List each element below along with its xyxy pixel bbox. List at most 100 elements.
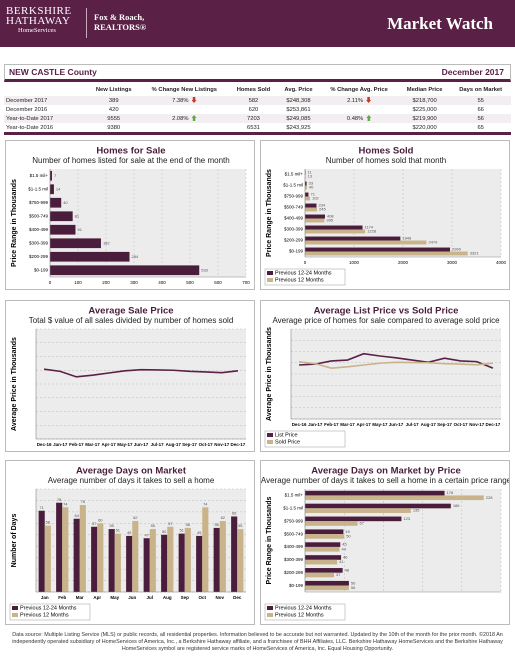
y-tick-label: $750-999 xyxy=(29,200,49,205)
value-label: 55 xyxy=(151,523,156,528)
chart-title: Average List Price vs Sold Price xyxy=(314,306,459,317)
bar xyxy=(305,247,451,252)
plot-area xyxy=(36,489,246,592)
county: NEW CASTLE County xyxy=(9,67,97,77)
bar xyxy=(305,240,427,245)
value-label: 49 xyxy=(127,530,132,535)
table-cell xyxy=(319,105,399,114)
x-tick-label: Mar xyxy=(76,595,84,600)
value-label: 56 xyxy=(351,580,356,585)
legend-swatch xyxy=(267,613,273,617)
y-tick-label: $1-1.5 mil xyxy=(283,183,303,188)
table-cell: 56 xyxy=(450,114,511,123)
y-tick-label: $750-999 xyxy=(284,518,304,523)
line-series xyxy=(299,352,494,369)
table-cell: $248,308 xyxy=(278,96,320,105)
bar xyxy=(305,218,325,223)
bar xyxy=(50,197,62,208)
legend-swatch xyxy=(267,278,273,282)
legend-label: Previous 12-24 Months xyxy=(275,271,332,277)
x-tick-label: 4000 xyxy=(496,260,507,265)
value-label: 60 xyxy=(98,517,103,522)
bar xyxy=(305,559,338,565)
value-label: 67 xyxy=(360,521,365,526)
value-label: 76 xyxy=(81,499,86,504)
chart: Average List Price vs Sold PriceAverage … xyxy=(264,306,501,448)
y-tick-label: $0-199 xyxy=(34,267,49,272)
value-label: 50 xyxy=(162,529,167,534)
bar xyxy=(56,502,63,592)
row-label: December 2016 xyxy=(6,106,48,113)
bar xyxy=(305,534,345,539)
table-cell: 65 xyxy=(450,123,511,135)
x-tick-label: Apr-17 xyxy=(102,442,117,447)
value-label: 56 xyxy=(351,585,356,590)
bar xyxy=(305,572,335,578)
cell-text: 9380 xyxy=(107,124,121,131)
x-tick-label: Nov-17 xyxy=(469,422,485,427)
value-label: 56 xyxy=(186,522,191,527)
value-label: 1946 xyxy=(402,236,412,241)
cell-text: 420 xyxy=(108,106,119,113)
value-label: 182 xyxy=(103,240,110,245)
x-tick-label: 2000 xyxy=(398,260,409,265)
value-label: 2960 xyxy=(452,247,462,252)
trend-arrow xyxy=(366,97,372,103)
x-tick-label: Mar-17 xyxy=(85,442,100,447)
affiliate: Fox & Roach, REALTORS® xyxy=(94,12,146,32)
bar xyxy=(305,174,306,179)
divider xyxy=(86,8,87,38)
legend-box xyxy=(9,603,91,621)
header-row: New Listings % Change New Listings Homes S… xyxy=(4,83,511,96)
legend-label: Sold Price xyxy=(275,440,300,446)
table-cell: 389 xyxy=(88,96,139,105)
table-cell: $218,700 xyxy=(399,96,450,105)
y-tick-label: $1-1.5 mil xyxy=(283,506,303,511)
y-tick-label: $200-299 xyxy=(284,570,304,575)
table-cell: 2.11% xyxy=(319,96,399,105)
y-axis-label: Number of Days xyxy=(11,514,18,568)
value-label: 74 xyxy=(203,501,208,506)
bar xyxy=(305,207,318,212)
trend-arrow xyxy=(191,115,197,121)
value-label: 2479 xyxy=(428,240,438,245)
bar xyxy=(114,533,121,592)
x-tick-label: Aug xyxy=(163,595,172,600)
trend-arrow xyxy=(191,97,197,103)
x-tick-label: Jan-17 xyxy=(53,442,68,447)
value-label: 46 xyxy=(343,555,348,560)
y-axis-label: Average Price in Thousands xyxy=(11,337,18,431)
value-label: 66 xyxy=(232,511,237,516)
bar xyxy=(50,224,76,235)
cell-text: $218,700 xyxy=(412,97,437,104)
value-label: 58 xyxy=(46,520,51,525)
table-cell: 2.08% xyxy=(139,114,229,123)
county-bar: NEW CASTLE County December 2017 xyxy=(4,64,511,82)
bar xyxy=(178,533,185,592)
bar xyxy=(305,495,484,501)
bar xyxy=(79,505,86,592)
x-tick-label: Dec-17 xyxy=(486,422,501,427)
y-axis-label: Price Range in Thousands xyxy=(266,169,273,257)
cell-text: 2.11% xyxy=(347,98,364,104)
bar xyxy=(305,516,402,522)
legend-label: Previous 12-24 Months xyxy=(275,606,332,612)
y-tick-label: $200-299 xyxy=(29,254,49,259)
chart-subtitle: Average number of days it takes to sell … xyxy=(261,476,509,485)
value-label: 37 xyxy=(336,572,341,577)
value-label: 71 xyxy=(39,505,44,510)
table-cell: 7203 xyxy=(229,114,278,123)
row-label: Year-to-Date 2017 xyxy=(6,115,54,122)
y-tick-label: $1-1.5 mil xyxy=(28,186,48,191)
value-label: 74 xyxy=(63,501,68,506)
bar xyxy=(149,529,156,592)
value-label: 57 xyxy=(168,521,173,526)
x-tick-label: Jun xyxy=(128,595,136,600)
bar xyxy=(161,534,168,592)
x-tick-label: Oct xyxy=(198,595,206,600)
table-cell: $253,861 xyxy=(278,105,320,114)
cell-text: 389 xyxy=(108,97,119,104)
table-cell: 0.48% xyxy=(319,114,399,123)
